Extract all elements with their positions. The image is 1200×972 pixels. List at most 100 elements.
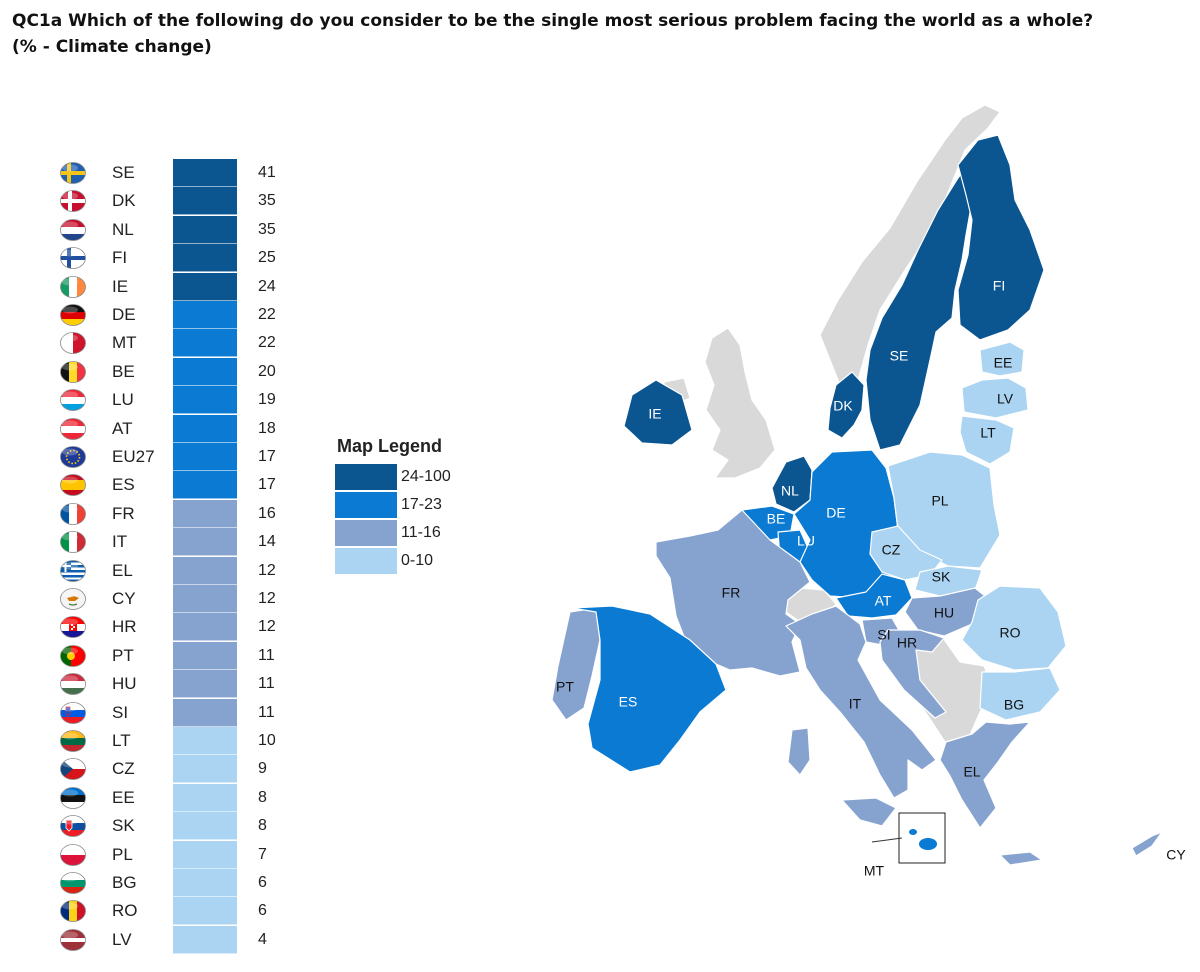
map-country-MT: [919, 838, 937, 850]
malta-pointer-line: [871, 837, 903, 843]
country-value: 12: [258, 590, 276, 607]
map-country-FR: [655, 509, 811, 677]
map-country-EL-crete: [999, 851, 1043, 866]
country-code: SI: [112, 702, 129, 722]
map-label-si: SI: [877, 627, 890, 643]
country-code: PT: [112, 645, 134, 665]
table-row-cz: CZ 9: [60, 755, 300, 784]
map-country-IT: [785, 605, 937, 799]
country-code: PL: [112, 844, 133, 864]
finland-flag-icon: [60, 247, 86, 270]
poland-flag-icon: [60, 843, 86, 866]
class-color-cell: [173, 187, 237, 216]
map-label-de: DE: [826, 505, 845, 521]
country-code: EL: [112, 560, 133, 580]
country-code: ES: [112, 475, 135, 495]
map-country-HR: [879, 629, 947, 719]
lithuania-flag-icon: [60, 730, 86, 752]
legend-swatch: [335, 464, 397, 490]
chart-title: QC1a Which of the following do you consi…: [12, 8, 1093, 60]
country-value: 11: [258, 703, 275, 721]
map-country-BG: [979, 667, 1061, 721]
class-color-cell: [173, 244, 237, 273]
map-country-CY: [1131, 831, 1163, 857]
latvia-flag-icon: [60, 928, 86, 951]
table-row-fr: FR 16: [60, 499, 300, 528]
table-row-fi: FI 25: [60, 244, 300, 273]
class-color-cell: [173, 528, 237, 557]
country-code: HU: [112, 674, 137, 694]
class-color-cell: [173, 641, 237, 670]
eu-flag-icon: [60, 446, 86, 468]
table-row-be: BE 20: [60, 357, 300, 386]
netherlands-flag-icon: [60, 218, 86, 241]
country-value: 19: [258, 391, 276, 409]
map-label-sk: SK: [932, 569, 951, 585]
map-label-es: ES: [619, 694, 638, 710]
map-label-lu: LU: [797, 533, 815, 549]
united-kingdom-shape: [704, 327, 776, 479]
map-label-cy: CY: [1166, 847, 1186, 863]
croatia-flag-icon: [60, 616, 86, 639]
map-country-FI: [957, 134, 1045, 341]
country-value: 8: [258, 788, 267, 806]
map-country-ES: [571, 605, 727, 773]
class-color-cell: [173, 783, 237, 812]
country-value: 12: [258, 618, 276, 636]
class-color-cell: [173, 357, 237, 386]
table-row-dk: DK 35: [60, 187, 300, 216]
map-country-IT-sicily: [841, 797, 897, 827]
cyprus-flag-icon: [60, 588, 86, 610]
france-flag-icon: [60, 502, 86, 525]
country-code: DK: [112, 191, 136, 211]
country-code: AT: [112, 418, 133, 438]
table-row-pt: PT 11: [60, 641, 300, 670]
czechia-flag-icon: [60, 758, 86, 781]
table-row-eu27: EU27 17: [60, 443, 300, 471]
class-color-cell: [173, 272, 237, 301]
country-value: 24: [258, 277, 276, 295]
country-value: 18: [258, 419, 276, 437]
italy-flag-icon: [60, 531, 86, 554]
legend-label: 0-10: [401, 552, 434, 569]
map-label-nl: NL: [781, 483, 799, 499]
slovenia-flag-icon: [60, 701, 86, 724]
country-value: 41: [258, 164, 276, 181]
country-value: 12: [258, 561, 276, 579]
table-row-de: DE 22: [60, 301, 300, 329]
map-label-ie: IE: [648, 406, 661, 422]
map-country-LT: [959, 415, 1015, 465]
legend-swatch: [335, 520, 397, 546]
malta-inset: [871, 812, 946, 864]
country-code: EU27: [112, 447, 155, 466]
map-label-pl: PL: [931, 493, 948, 509]
map-label-el: EL: [963, 764, 980, 780]
country-value: 6: [258, 874, 267, 891]
map-label-hr: HR: [897, 635, 917, 651]
country-code: LV: [112, 929, 132, 949]
legend-entry: 17-23: [333, 491, 483, 519]
map-legend-title: Map Legend: [337, 436, 443, 456]
legend-swatch: [335, 548, 397, 574]
map-country-MT-gozo: [909, 829, 917, 835]
class-color-cell: [173, 414, 237, 443]
country-code: IE: [112, 276, 129, 296]
country-value: 25: [258, 249, 276, 267]
map-label-at: AT: [875, 593, 892, 609]
map-country-IT-sardinia: [787, 727, 811, 776]
map-country-SE: [865, 159, 975, 451]
greece-flag-icon: [60, 559, 86, 582]
germany-flag-icon: [60, 304, 86, 326]
legend-label: 11-16: [401, 524, 441, 541]
legend-entry: 0-10: [333, 547, 483, 575]
country-code: CZ: [112, 759, 135, 779]
country-code: BG: [112, 873, 137, 892]
map-label-mt: MT: [864, 863, 885, 879]
country-value: 35: [258, 192, 276, 210]
sweden-flag-icon: [60, 162, 86, 184]
table-row-hr: HR 12: [60, 613, 300, 642]
class-color-cell: [173, 443, 237, 471]
legend-label: 24-100: [401, 468, 451, 485]
chart-title-subtitle: (% - Climate change): [12, 37, 212, 57]
country-code: IT: [112, 532, 128, 552]
